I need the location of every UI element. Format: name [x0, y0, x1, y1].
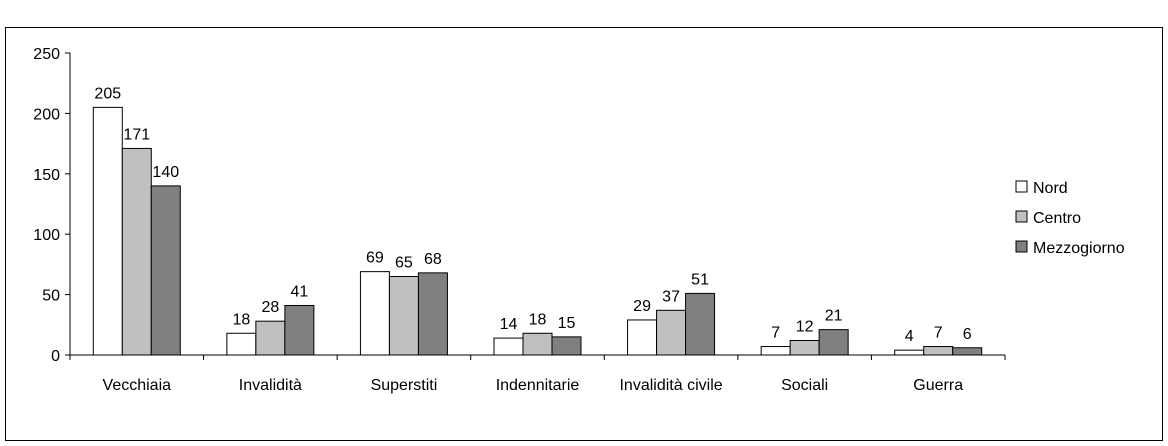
bar: [255, 320, 286, 356]
y-tick-label: 0: [51, 348, 60, 365]
y-tick-label: 200: [33, 106, 60, 123]
y-tick-label: 150: [33, 167, 60, 184]
value-label: 7: [934, 325, 943, 342]
value-label: 29: [633, 298, 651, 315]
x-tick-label: Indennitarie: [495, 377, 580, 394]
y-tick-label: 50: [42, 288, 60, 305]
value-label: 28: [261, 299, 279, 316]
x-tick-label: Superstiti: [370, 377, 438, 394]
value-label: 51: [691, 271, 709, 288]
bar: [685, 292, 716, 356]
bar: [522, 332, 553, 356]
legend-label: Mezzogiorno: [1033, 240, 1125, 257]
legend-swatch: [1015, 180, 1028, 193]
bar: [359, 271, 390, 356]
bar: [627, 319, 658, 356]
bar: [760, 346, 791, 356]
legend-label: Nord: [1033, 180, 1068, 197]
chart-frame: [5, 27, 1163, 441]
value-label: 68: [424, 251, 442, 268]
x-tick-label: Invalidità: [238, 377, 302, 394]
bar: [923, 346, 954, 356]
value-label: 15: [558, 315, 576, 332]
bar: [226, 332, 257, 356]
x-tick-label: Guerra: [913, 377, 964, 394]
legend-swatch: [1015, 210, 1028, 223]
value-label: 7: [771, 325, 780, 342]
bar: [150, 185, 181, 356]
value-label: 14: [500, 316, 518, 333]
bar: [551, 336, 582, 356]
value-label: 37: [662, 288, 680, 305]
value-label: 69: [366, 250, 384, 267]
bar: [493, 337, 524, 356]
value-label: 205: [94, 85, 121, 102]
bar: [818, 329, 849, 356]
y-tick-label: 250: [33, 46, 60, 63]
bar: [789, 340, 820, 356]
bar: [284, 304, 315, 356]
value-label: 41: [290, 283, 308, 300]
bar: [92, 106, 123, 356]
bar: [656, 309, 687, 356]
value-label: 140: [152, 164, 179, 181]
value-label: 6: [963, 326, 972, 343]
value-label: 21: [825, 308, 843, 325]
legend-swatch: [1015, 240, 1028, 253]
bar: [121, 147, 152, 356]
x-tick-label: Sociali: [781, 377, 829, 394]
value-label: 4: [905, 328, 914, 345]
bar: [952, 347, 983, 356]
value-label: 65: [395, 254, 413, 271]
y-tick-label: 100: [33, 227, 60, 244]
x-tick-label: Vecchiaia: [102, 377, 172, 394]
bar: [388, 275, 419, 356]
legend-label: Centro: [1033, 210, 1081, 227]
value-label: 12: [796, 319, 814, 336]
x-tick-label: Invalidità civile: [619, 377, 723, 394]
bar: [417, 272, 448, 356]
plot: 0 50 100 150 200 250 205 171 140 18 28 41 69 65 68 14 18…: [33, 46, 1124, 365]
value-label: 18: [529, 311, 547, 328]
value-label: 171: [123, 126, 150, 143]
value-label: 18: [232, 311, 250, 328]
bar: [894, 349, 925, 356]
